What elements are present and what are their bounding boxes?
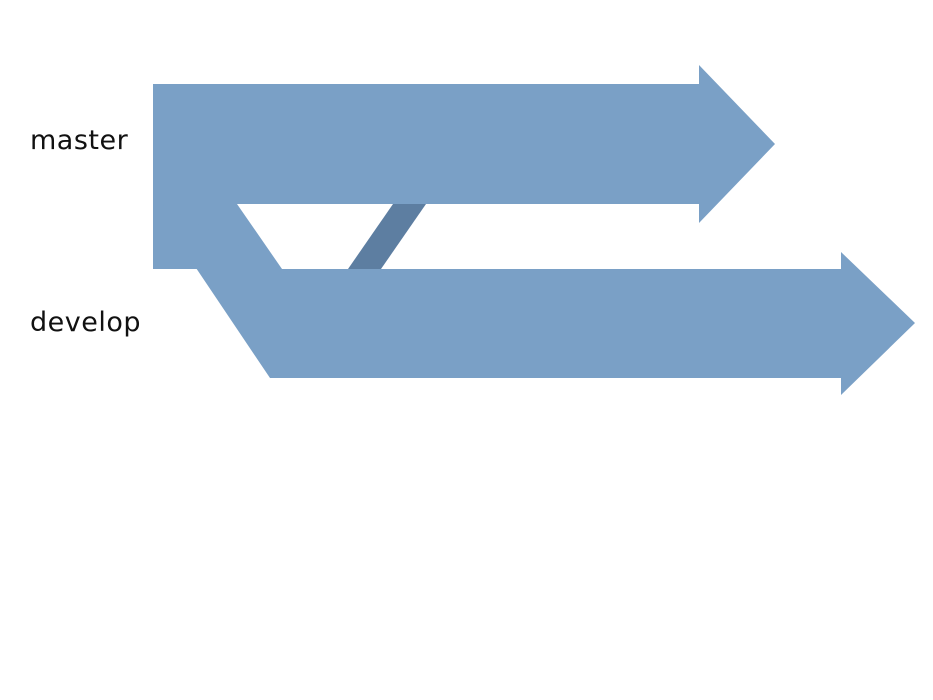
merge-connector [348, 204, 426, 269]
develop-branch-arrow [153, 200, 915, 395]
master-branch-label: master [30, 125, 129, 156]
master-branch-arrow [153, 65, 775, 269]
develop-branch-label: develop [30, 307, 141, 338]
